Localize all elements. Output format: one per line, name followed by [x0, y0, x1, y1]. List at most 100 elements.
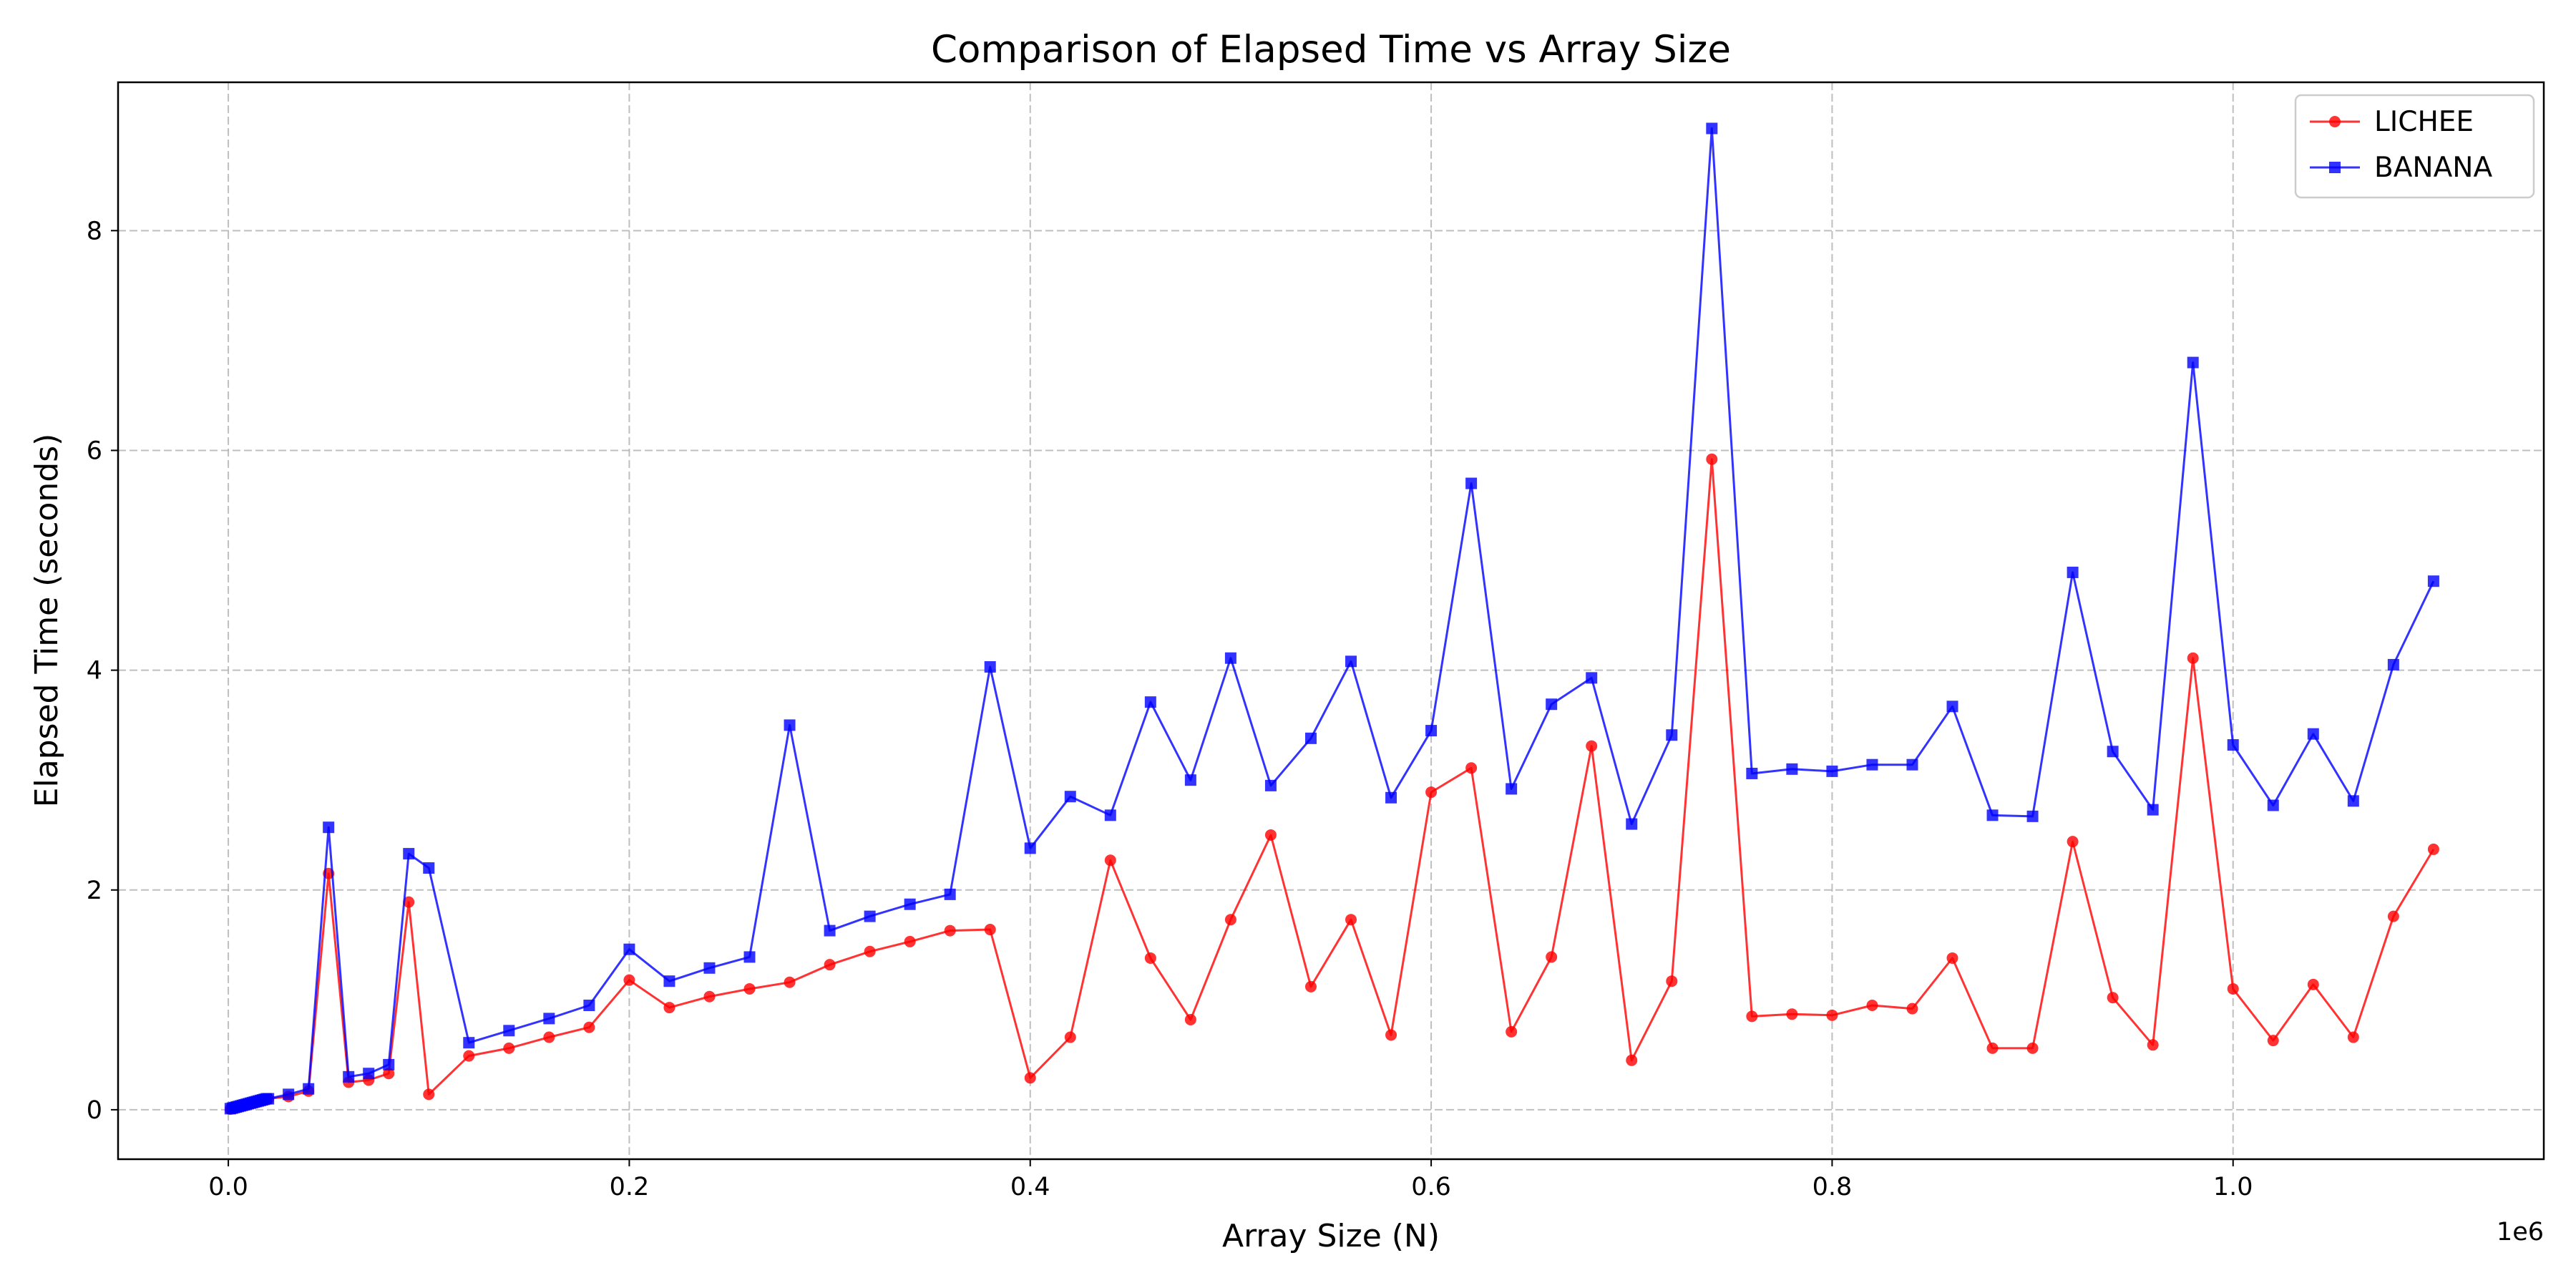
data-point-banana: [1264, 779, 1277, 791]
data-point-lichee: [1425, 786, 1438, 799]
data-point-lichee: [784, 976, 796, 988]
series-layer: [224, 122, 2439, 1116]
data-point-banana: [703, 962, 716, 974]
data-point-lichee: [1866, 1000, 1878, 1011]
data-point-lichee: [1786, 1008, 1798, 1020]
data-point-banana: [283, 1088, 295, 1101]
chart-title: Comparison of Elapsed Time vs Array Size: [931, 28, 1731, 72]
data-point-banana: [904, 898, 916, 910]
data-point-banana: [503, 1025, 515, 1037]
data-point-lichee: [984, 924, 996, 936]
x-tick-label: 0.6: [1411, 1173, 1451, 1201]
data-point-banana: [263, 1093, 275, 1105]
data-point-banana: [864, 910, 876, 922]
data-point-lichee: [1586, 740, 1598, 752]
data-point-banana: [1224, 652, 1236, 664]
data-point-lichee: [2347, 1031, 2359, 1043]
data-point-banana: [303, 1083, 315, 1095]
data-point-lichee: [2107, 992, 2119, 1004]
series-banana: [224, 122, 2439, 1115]
data-point-banana: [2147, 804, 2159, 816]
data-point-lichee: [1144, 952, 1156, 964]
data-point-banana: [1586, 672, 1598, 684]
data-point-banana: [663, 975, 675, 987]
data-point-lichee: [1264, 829, 1277, 841]
plot-frame: [117, 81, 2545, 1161]
data-point-banana: [363, 1068, 375, 1080]
data-point-lichee: [1946, 952, 1958, 964]
x-axis-title: Array Size (N): [1222, 1218, 1440, 1254]
data-point-lichee: [1024, 1072, 1036, 1084]
data-point-banana: [1144, 696, 1156, 708]
data-point-lichee: [1064, 1031, 1076, 1043]
data-point-banana: [383, 1058, 395, 1070]
data-point-banana: [1626, 818, 1638, 830]
data-point-banana: [1304, 732, 1317, 744]
data-point-banana: [1465, 477, 1478, 489]
data-point-banana: [1546, 698, 1558, 711]
data-point-banana: [1706, 122, 1718, 135]
data-point-lichee: [1906, 1002, 1918, 1015]
grid: [118, 82, 2544, 1159]
data-point-lichee: [2227, 982, 2239, 995]
data-point-lichee: [864, 945, 876, 957]
data-point-banana: [1024, 842, 1036, 854]
data-point-banana: [1786, 763, 1798, 775]
data-point-lichee: [1986, 1042, 1999, 1054]
data-point-banana: [2267, 799, 2279, 811]
data-point-banana: [2107, 746, 2119, 758]
data-point-banana: [463, 1037, 475, 1049]
data-point-banana: [2227, 739, 2239, 751]
data-point-banana: [623, 943, 635, 955]
data-point-banana: [944, 888, 956, 900]
data-point-banana: [1986, 809, 1999, 821]
data-point-lichee: [2026, 1042, 2039, 1054]
data-point-lichee: [944, 924, 956, 937]
data-point-lichee: [1345, 914, 1357, 926]
x-tick-label: 1.0: [2213, 1173, 2253, 1201]
data-point-banana: [1385, 791, 1397, 804]
data-point-lichee: [1465, 762, 1478, 774]
data-point-lichee: [743, 982, 756, 995]
data-point-banana: [403, 848, 415, 860]
data-point-lichee: [1104, 854, 1116, 867]
y-tick-label: 6: [87, 436, 102, 465]
data-point-banana: [583, 1000, 595, 1011]
data-point-lichee: [2187, 652, 2199, 664]
data-point-banana: [1104, 809, 1116, 821]
data-point-lichee: [503, 1042, 515, 1054]
data-point-banana: [2067, 566, 2079, 578]
data-point-lichee: [2427, 843, 2439, 855]
y-tick-label: 4: [87, 657, 102, 686]
data-point-banana: [423, 862, 435, 874]
data-point-lichee: [1746, 1010, 1758, 1023]
data-point-banana: [743, 951, 756, 963]
data-point-lichee: [824, 959, 836, 971]
data-point-lichee: [543, 1031, 555, 1043]
data-point-banana: [1906, 758, 1918, 771]
data-point-lichee: [2147, 1039, 2159, 1051]
data-point-banana: [2347, 795, 2359, 807]
data-point-banana: [2026, 810, 2039, 822]
data-point-lichee: [1666, 975, 1678, 987]
data-point-banana: [2307, 728, 2319, 740]
data-point-banana: [1425, 725, 1438, 737]
legend-banana-marker: [2329, 162, 2341, 173]
data-point-lichee: [463, 1050, 475, 1062]
plot-area: [118, 82, 2544, 1159]
data-point-lichee: [1626, 1054, 1638, 1066]
data-point-banana: [323, 821, 335, 834]
x-tick-label: 0.4: [1010, 1173, 1050, 1201]
data-point-banana: [2427, 575, 2439, 587]
y-tick-label: 2: [87, 877, 102, 905]
data-point-banana: [1506, 783, 1518, 795]
x-tick-label: 0.0: [208, 1173, 248, 1201]
x-axis-offset-text: 1e6: [2497, 1218, 2544, 1246]
data-point-lichee: [383, 1068, 395, 1080]
data-point-lichee: [663, 1002, 675, 1014]
data-point-lichee: [1706, 453, 1718, 465]
data-point-lichee: [2307, 978, 2319, 990]
data-point-banana: [984, 661, 996, 673]
data-point-banana: [1826, 765, 1838, 777]
legend-lichee-label: LICHEE: [2374, 106, 2474, 138]
